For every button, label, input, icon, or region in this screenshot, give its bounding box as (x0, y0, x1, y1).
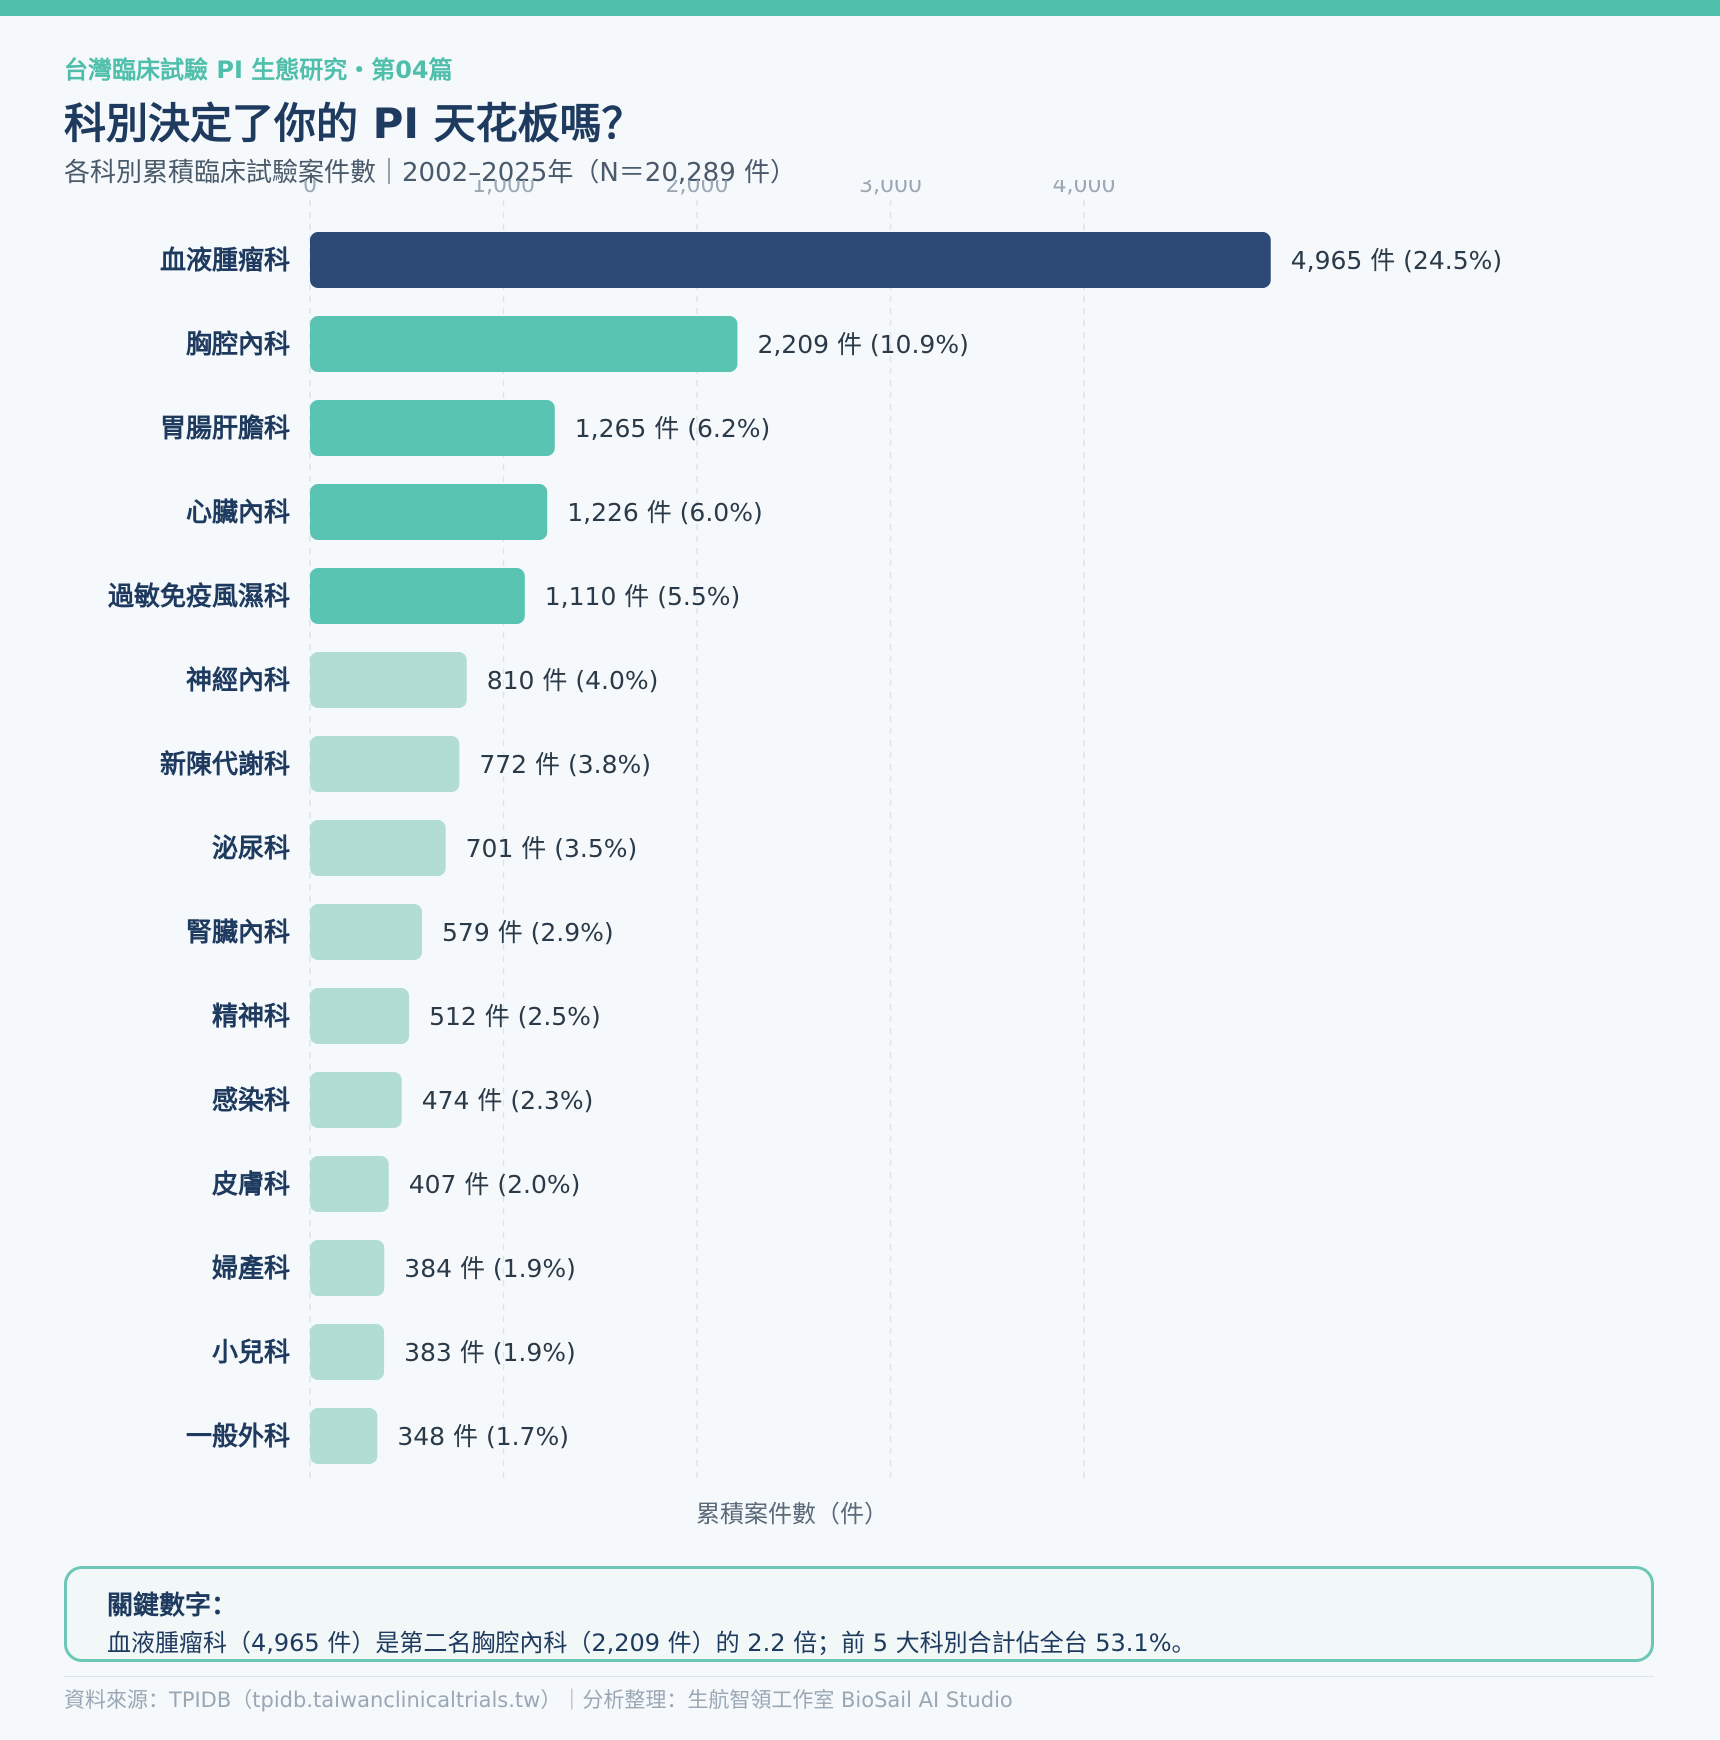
x-tick-label: 1,000 (472, 180, 535, 198)
bar (310, 232, 1271, 288)
chart-subtitle: 各科別累積臨床試驗案件數｜2002–2025年（N＝20,289 件） (64, 158, 797, 188)
category-labels: 血液腫瘤科胸腔內科胃腸肝膽科心臟內科過敏免疫風濕科神經內科新陳代謝科泌尿科腎臟內… (108, 245, 290, 1452)
bars (310, 232, 1271, 1464)
category-label: 小兒科 (212, 1338, 290, 1368)
bar (310, 736, 460, 792)
x-tick-label: 0 (303, 180, 317, 198)
category-label: 皮膚科 (212, 1170, 290, 1200)
x-tick-labels: 0 1,000 2,000 3,000 4,000 (303, 180, 1115, 198)
series-kicker: 台灣臨床試驗 PI 生態研究・第04篇 (64, 56, 453, 84)
category-label: 婦產科 (211, 1253, 290, 1284)
value-label: 474 件 (2.3%) (422, 1086, 594, 1115)
bar (310, 988, 410, 1044)
category-label: 感染科 (212, 1086, 290, 1116)
bar (310, 1408, 378, 1464)
value-label: 348 件 (1.7%) (397, 1422, 569, 1451)
bar-chart: 0 1,000 2,000 3,000 4,000 血液腫瘤科胸腔內科胃腸肝膽科心臟內科… (108, 180, 1502, 1528)
value-label: 4,965 件 (24.5%) (1291, 246, 1502, 275)
top-accent-band (0, 0, 1720, 16)
value-label: 810 件 (4.0%) (487, 666, 659, 695)
category-label: 胸腔內科 (186, 330, 290, 360)
category-label: 神經內科 (186, 665, 290, 696)
bar (310, 1072, 402, 1128)
value-label: 579 件 (2.9%) (442, 918, 614, 947)
value-label: 772 件 (3.8%) (479, 750, 651, 779)
category-label: 新陳代謝科 (160, 749, 290, 780)
value-label: 407 件 (2.0%) (409, 1170, 581, 1199)
bar (310, 316, 738, 372)
bar (310, 400, 555, 456)
category-label: 泌尿科 (212, 834, 290, 864)
x-tick-label: 2,000 (666, 180, 729, 198)
category-label: 過敏免疫風濕科 (108, 581, 290, 612)
bar (310, 1324, 385, 1380)
footer-divider (64, 1676, 1654, 1677)
value-label: 701 件 (3.5%) (466, 834, 638, 863)
bar (310, 820, 446, 876)
value-label: 384 件 (1.9%) (404, 1254, 576, 1283)
source-footer: 資料來源：TPIDB（tpidb.taiwanclinicaltrials.tw… (64, 1688, 1013, 1712)
bar (310, 1156, 389, 1212)
page-title: 科別決定了你的 PI 天花板嗎？ (64, 99, 644, 148)
value-label: 1,110 件 (5.5%) (545, 582, 740, 611)
category-label: 一般外科 (186, 1422, 290, 1452)
value-labels: 4,965 件 (24.5%) 2,209 件 (10.9%) 1,265 件 (6… (397, 246, 1502, 1451)
bar (310, 1240, 385, 1296)
bar (310, 652, 467, 708)
bar (310, 568, 525, 624)
x-tick-label: 3,000 (859, 180, 922, 198)
category-label: 胃腸肝膽科 (160, 413, 290, 444)
x-tick-label: 4,000 (1053, 180, 1116, 198)
x-axis-title: 累積案件數（件） (696, 1500, 888, 1528)
value-label: 2,209 件 (10.9%) (757, 330, 968, 359)
category-label: 精神科 (212, 1002, 290, 1032)
value-label: 383 件 (1.9%) (404, 1338, 576, 1367)
category-label: 腎臟內科 (186, 918, 290, 948)
callout-text: 血液腫瘤科（4,965 件）是第二名胸腔內科（2,209 件）的 2.2 倍；前… (107, 1629, 1196, 1657)
key-number-callout: 關鍵數字： 血液腫瘤科（4,965 件）是第二名胸腔內科（2,209 件）的 2… (64, 1566, 1654, 1662)
bar (310, 484, 548, 540)
bar (310, 904, 423, 960)
callout-title: 關鍵數字： (107, 1591, 238, 1621)
value-label: 512 件 (2.5%) (429, 1002, 601, 1031)
category-label: 血液腫瘤科 (160, 245, 290, 276)
category-label: 心臟內科 (186, 498, 290, 528)
value-label: 1,265 件 (6.2%) (575, 414, 770, 443)
value-label: 1,226 件 (6.0%) (567, 498, 762, 527)
